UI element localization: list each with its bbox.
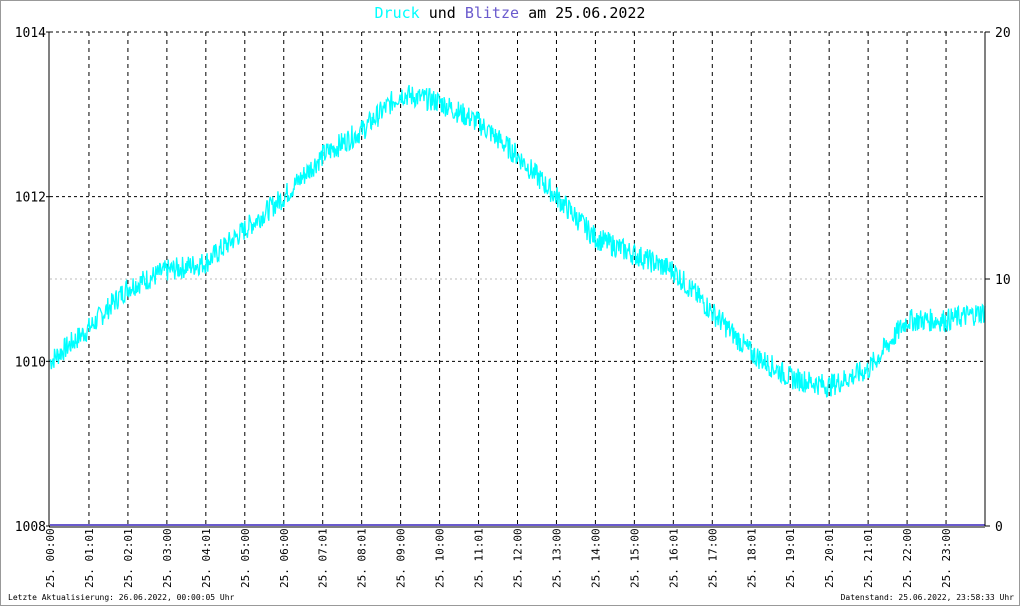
x-tick-label: 25. 00:00 [44,528,57,588]
x-tick-label: 25. 14:00 [589,528,602,588]
title-druck: Druck [375,4,420,22]
x-tick-label: 25. 17:00 [706,528,719,588]
x-tick-label: 25. 10:00 [434,528,447,588]
x-tick-label: 25. 12:00 [512,528,525,588]
x-tick-label: 25. 16:01 [667,528,680,588]
y-tick-label-left: 1010 [15,355,46,370]
y-tick-label-right: 10 [995,273,1011,288]
x-tick-label: 25. 22:00 [901,528,914,588]
x-tick-label: 25. 06:00 [278,528,291,588]
x-tick-label: 25. 02:01 [122,528,135,588]
x-tick-label: 25. 15:00 [628,528,641,588]
data-timestamp: Datenstand: 25.06.2022, 23:58:33 Uhr [840,593,1014,602]
chart-title: Druck und Blitze am 25.06.2022 [375,4,646,22]
x-tick-label: 25. 23:00 [940,528,953,588]
x-tick-label: 25. 08:01 [356,528,369,588]
y-tick-label-left: 1008 [15,520,46,535]
last-update: Letzte Aktualisierung: 26.06.2022, 00:00… [8,593,235,602]
title-date: am 25.06.2022 [528,4,645,22]
x-tick-label: 25. 11:01 [473,528,486,588]
x-tick-label: 25. 05:00 [239,528,252,588]
x-tick-label: 25. 01:01 [83,528,96,588]
x-tick-label: 25. 18:01 [745,528,758,588]
druck-series-line [49,84,986,398]
x-tick-label: 25. 03:00 [161,528,174,588]
x-tick-label: 25. 09:00 [395,528,408,588]
x-tick-label: 25. 19:01 [784,528,797,588]
y-tick-label-right: 0 [995,520,1003,535]
x-tick-label: 25. 20:01 [823,528,836,588]
title-blitze: Blitze [465,4,519,22]
y-tick-label-right: 20 [995,26,1011,41]
y-tick-label-left: 1012 [15,191,46,206]
x-tick-label: 25. 07:01 [317,528,330,588]
x-tick-label: 25. 13:00 [550,528,563,588]
title-und: und [429,4,456,22]
y-tick-label-left: 1014 [15,26,46,41]
x-tick-label: 25. 21:01 [862,528,875,588]
x-tick-label: 25. 04:01 [200,528,213,588]
